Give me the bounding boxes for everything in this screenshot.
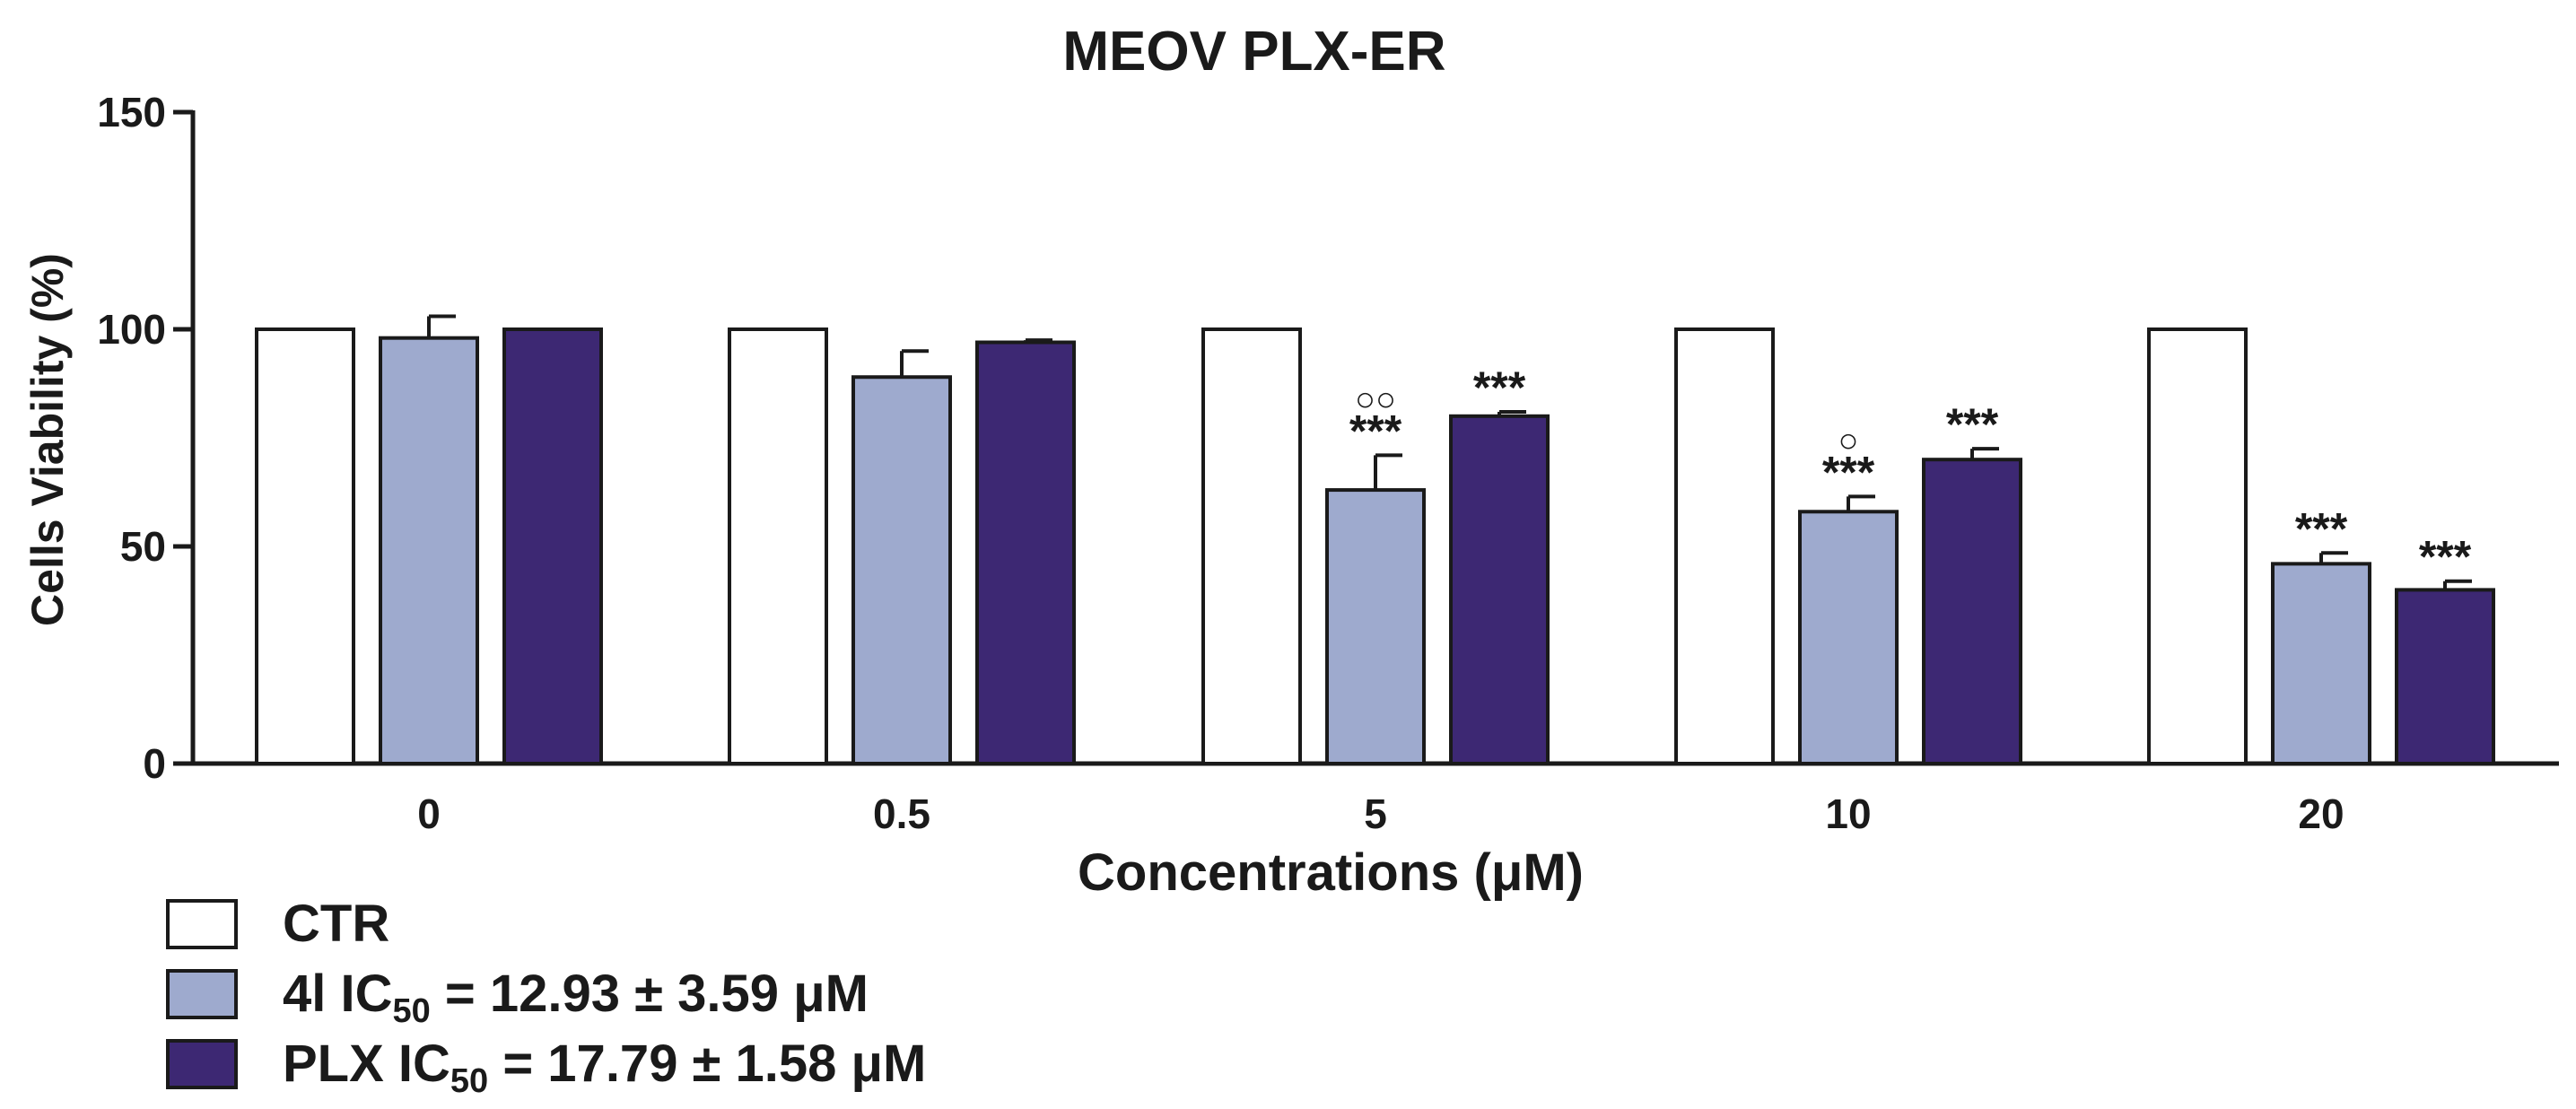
bar	[1325, 488, 1426, 766]
y-tick-label: 0	[143, 740, 166, 787]
bar	[2395, 588, 2495, 766]
bar	[975, 340, 1076, 765]
legend-label: CTR	[283, 895, 390, 953]
bar	[1449, 414, 1550, 765]
significance-label: ***	[1822, 447, 1875, 497]
x-tick-label: 10	[1825, 790, 1871, 837]
x-axis-label: Concentrations (μM)	[1078, 843, 1584, 902]
significance-marker: ○○	[1355, 380, 1396, 418]
significance-label: ***	[1946, 399, 1999, 450]
y-tick-label: 50	[120, 523, 166, 570]
legend-item: 4l IC50 = 12.93 ± 3.59 μM	[166, 961, 926, 1030]
bar	[728, 327, 828, 765]
bar	[851, 375, 952, 765]
bar	[1201, 327, 1302, 765]
legend-swatch	[166, 1039, 238, 1089]
significance-label: ***	[1349, 406, 1402, 456]
significance-marker: ○	[1838, 422, 1859, 459]
bar	[1922, 458, 2022, 765]
bar	[379, 336, 479, 765]
y-axis-label: Cells Viability (%)	[22, 253, 73, 626]
bar	[1798, 510, 1899, 766]
significance-label: ***	[2295, 503, 2348, 554]
x-tick-label: 0.5	[873, 790, 930, 837]
significance-label: ***	[1473, 362, 1526, 413]
legend: CTR 4l IC50 = 12.93 ± 3.59 μM PLX IC50 = 1…	[166, 891, 926, 1101]
significance-label: ***	[2419, 532, 2472, 582]
chart-title: MEOV PLX-ER	[1062, 21, 1445, 83]
legend-label: PLX IC50 = 17.79 ± 1.58 μM	[283, 1035, 927, 1100]
x-tick-label: 20	[2298, 790, 2344, 837]
bar	[502, 327, 603, 765]
bar	[1674, 327, 1775, 765]
tick-labels: 0 50 100 150 0 0.5 5 10 20	[97, 89, 2344, 837]
y-tick-label: 150	[97, 89, 166, 135]
legend-swatch	[166, 899, 238, 949]
x-tick-label: 5	[1364, 790, 1387, 837]
legend-label: 4l IC50 = 12.93 ± 3.59 μM	[283, 965, 869, 1030]
bar	[2271, 562, 2371, 765]
y-tick-label: 100	[97, 306, 166, 353]
bar	[255, 327, 355, 765]
legend-swatch	[166, 969, 238, 1019]
bars-group: ***○○ ******○ *********	[255, 314, 2495, 766]
bar	[2147, 327, 2248, 765]
legend-item: CTR	[166, 891, 926, 957]
x-tick-label: 0	[417, 790, 441, 837]
legend-item: PLX IC50 = 17.79 ± 1.58 μM	[166, 1031, 927, 1100]
